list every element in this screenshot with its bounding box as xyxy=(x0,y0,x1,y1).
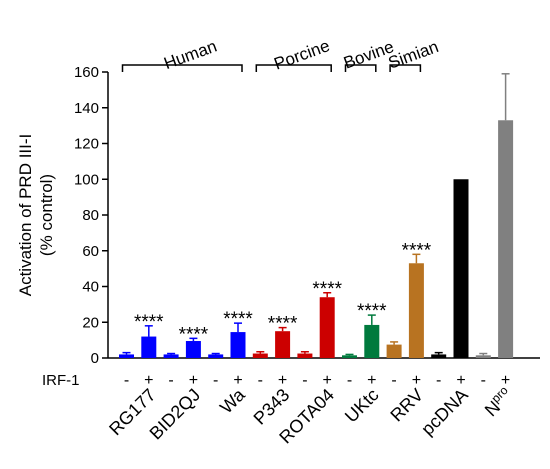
category-label: pcDNA xyxy=(417,385,471,439)
y-axis-label-line1: Activation of PRD III-I xyxy=(16,134,35,297)
bar xyxy=(453,179,469,358)
y-tick-label: 20 xyxy=(82,314,99,331)
significance-label: **** xyxy=(223,309,253,330)
group-bracket xyxy=(121,64,243,72)
bar xyxy=(230,332,246,358)
category-label: BID2QJ xyxy=(146,385,205,444)
significance-label: **** xyxy=(402,240,432,261)
category-label: RRV xyxy=(386,385,427,426)
significance-label: **** xyxy=(268,314,298,335)
significance-label: **** xyxy=(357,301,387,322)
group-label: Human xyxy=(161,37,219,74)
bar xyxy=(141,336,157,358)
significance-labels: **** **** **** **** **** **** **** xyxy=(134,240,432,345)
y-ticks: 0 20 40 60 80 100 120 140 160 xyxy=(74,64,108,367)
irf-sign: - xyxy=(481,372,486,389)
bar xyxy=(185,341,201,358)
irf-sign: + xyxy=(278,372,287,389)
irf-row-label: IRF-1 xyxy=(42,372,80,389)
bar xyxy=(319,297,335,358)
irf-sign: + xyxy=(189,372,198,389)
category-label-text: UKtc xyxy=(341,385,383,427)
irf-sign: - xyxy=(168,372,173,389)
significance-label: **** xyxy=(134,312,164,333)
group-bracket xyxy=(344,64,377,72)
category-label-text: BID2QJ xyxy=(146,385,205,444)
irf-sign: - xyxy=(124,372,129,389)
y-axis-label-line2: (% control) xyxy=(37,174,56,256)
category-label: UKtc xyxy=(341,385,383,427)
y-tick-label: 60 xyxy=(82,243,99,260)
bar xyxy=(431,354,447,358)
bar xyxy=(364,324,380,358)
y-tick-label: 100 xyxy=(74,171,99,188)
irf-sign: - xyxy=(436,372,441,389)
bar xyxy=(275,331,291,358)
category-label: Wa xyxy=(216,384,249,417)
y-tick-label: 160 xyxy=(74,64,99,81)
irf-sign: - xyxy=(302,372,307,389)
group-bracket xyxy=(389,64,422,72)
error-bars xyxy=(122,73,510,356)
significance-label: **** xyxy=(179,324,209,345)
bar xyxy=(386,344,402,358)
irf-sign: - xyxy=(347,372,352,389)
bars xyxy=(119,120,514,358)
irf-sign: + xyxy=(144,372,153,389)
bar xyxy=(475,355,491,358)
irf-sign: + xyxy=(323,372,332,389)
bar xyxy=(498,120,514,358)
y-tick-label: 0 xyxy=(91,350,99,367)
irf-sign: - xyxy=(258,372,263,389)
category-label-text: Wa xyxy=(216,384,249,417)
category-label-text: pcDNA xyxy=(417,385,471,439)
y-axis-label: Activation of PRD III-I (% control) xyxy=(16,134,56,297)
bar xyxy=(208,354,224,358)
irf-sign: + xyxy=(501,372,510,389)
y-tick-label: 140 xyxy=(74,100,99,117)
bar xyxy=(342,355,357,358)
y-tick-label: 80 xyxy=(82,207,99,224)
bar xyxy=(252,353,268,358)
irf-sign: + xyxy=(367,372,376,389)
bar xyxy=(297,353,313,358)
bar xyxy=(408,263,424,358)
irf-sign: - xyxy=(213,372,218,389)
bar xyxy=(119,354,134,358)
significance-label: **** xyxy=(312,279,342,300)
bar xyxy=(163,354,179,358)
y-tick-label: 40 xyxy=(82,279,99,296)
group-label: Porcine xyxy=(272,36,333,74)
category-label-text: RRV xyxy=(386,385,427,426)
irf-signs: - + - + - + - + - + - + - + - + - + xyxy=(124,372,510,389)
irf-sign: + xyxy=(233,372,242,389)
irf-sign: + xyxy=(456,372,465,389)
y-tick-label: 120 xyxy=(74,136,99,153)
group-bracket xyxy=(255,64,332,72)
irf-sign: - xyxy=(391,372,396,389)
group-label: Simian xyxy=(386,37,441,73)
irf-sign: + xyxy=(412,372,421,389)
